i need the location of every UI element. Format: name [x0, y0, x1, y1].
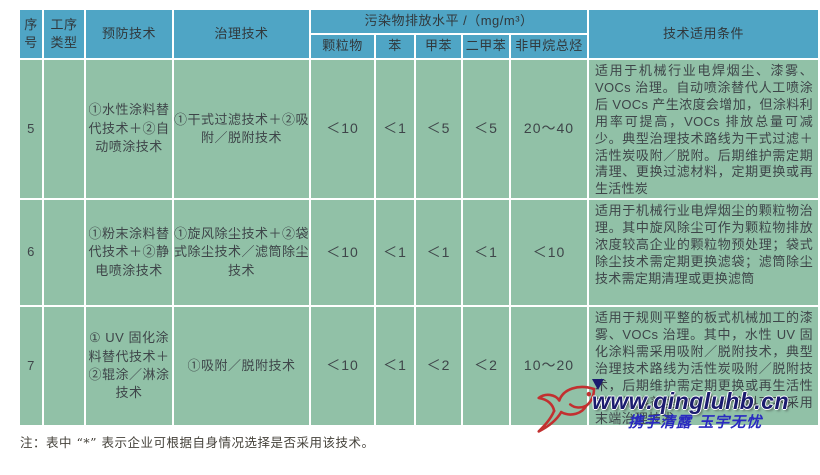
row6-toluene-value: ＜1 [416, 200, 461, 305]
header-toluene: 甲苯 [416, 35, 461, 58]
header-particulate: 颗粒物 [311, 35, 374, 58]
header-applicable-conditions: 技术适用条件 [589, 10, 818, 58]
row5-prevention-tech: ①水性涂料替代技术＋②自动喷涂技术 [86, 60, 172, 198]
header-xylene: 二甲苯 [463, 35, 509, 58]
row5-treatment-tech: ①干式过滤技术＋②吸附／脱附技术 [174, 60, 309, 198]
row7-benzene-value: ＜1 [376, 307, 414, 425]
row6-particulate-value: ＜10 [311, 200, 374, 305]
row7-process-type [44, 307, 84, 425]
swallow-bird-icon [537, 385, 596, 433]
header-nmhc: 非甲烷总烃 [511, 35, 587, 58]
row5-benzene-value: ＜1 [376, 60, 414, 198]
row5-serial-no: 5 [20, 60, 42, 198]
row6-treatment-tech: ①旋风除尘技术＋②袋式除尘技术／滤筒除尘技术 [174, 200, 309, 305]
header-prevention-tech: 预防技术 [86, 10, 172, 58]
row7-treatment-tech: ①吸附／脱附技术 [174, 307, 309, 425]
technology-table: 序号 工序类型 预防技术 治理技术 污染物排放水平 /（mg/m³） 颗粒物 苯… [20, 10, 818, 425]
row5-process-type [44, 60, 84, 198]
header-serial-no: 序号 [20, 10, 42, 58]
header-benzene: 苯 [376, 35, 414, 58]
row7-serial-no: 7 [20, 307, 42, 425]
row7-xylene-value: ＜2 [463, 307, 509, 425]
watermark-slogan: 携手清露 玉宇无忧 [628, 413, 763, 431]
row7-applicable-conditions: 适用于规则平整的板式机械加工的漆雾、VOCs 治理。其中，水性 UV 固化涂料需… [589, 307, 818, 425]
row7-toluene-value: ＜2 [416, 307, 461, 425]
row6-nmhc-value: ＜10 [511, 200, 587, 305]
row6-prevention-tech: ①粉末涂料替代技术＋②静电喷涂技术 [86, 200, 172, 305]
row6-xylene-value: ＜1 [463, 200, 509, 305]
header-pollutant-emission-level: 污染物排放水平 /（mg/m³） [311, 10, 587, 33]
row6-applicable-conditions: 适用于机械行业电焊烟尘的颗粒物治理。其中旋风除尘可作为颗粒物排放浓度较高企业的颗… [589, 200, 818, 305]
row5-nmhc-value: 20～40 [511, 60, 587, 198]
row7-particulate-value: ＜10 [311, 307, 374, 425]
row6-benzene-value: ＜1 [376, 200, 414, 305]
header-process-type: 工序类型 [44, 10, 84, 58]
row5-particulate-value: ＜10 [311, 60, 374, 198]
row5-xylene-value: ＜5 [463, 60, 509, 198]
header-treatment-tech: 治理技术 [174, 10, 309, 58]
row5-applicable-conditions: 适用于机械行业电焊烟尘、漆雾、VOCs 治理。自动喷涂替代人工喷涂后 VOCs … [589, 60, 818, 198]
row7-nmhc-value: 10～20 [511, 307, 587, 425]
row5-toluene-value: ＜5 [416, 60, 461, 198]
table-footnote: 注：表中 “*” 表示企业可根据自身情况选择是否采用该技术。 [20, 435, 375, 450]
row6-process-type [44, 200, 84, 305]
row7-prevention-tech: ① UV 固化涂料替代技术＋②辊涂／淋涂技术 [86, 307, 172, 425]
row6-serial-no: 6 [20, 200, 42, 305]
watermark-url: www.qingluhb.cn [592, 388, 790, 414]
watermark-arrow-icon [592, 379, 604, 390]
